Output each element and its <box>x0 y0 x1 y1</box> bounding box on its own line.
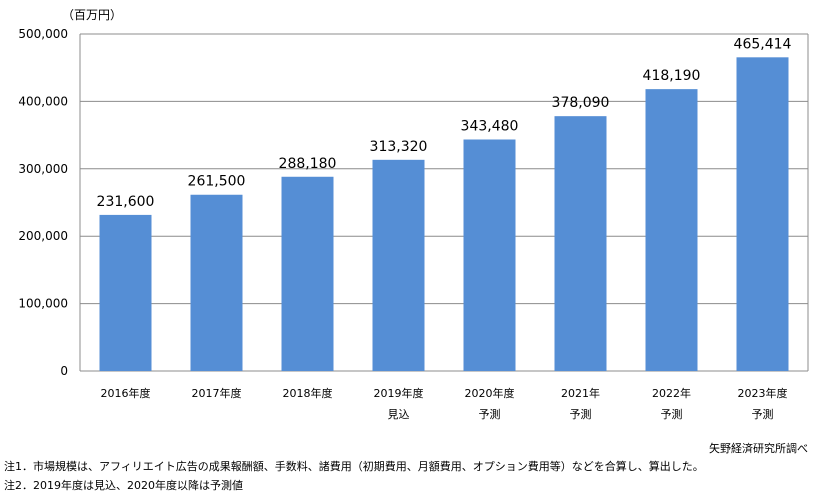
x-tick-label: 2019年度 <box>374 386 424 400</box>
footnote-1: 注1．市場規模は、アフィリエイト広告の成果報酬額、手数料、諸費用（初期費用、月額… <box>4 460 704 473</box>
data-label: 465,414 <box>734 36 792 52</box>
x-tick-label: 2021年 <box>561 386 600 400</box>
footnote-2: 注2．2019年度は見込、2020年度以降は予測値 <box>4 479 243 492</box>
bar <box>372 159 425 371</box>
x-tick-sublabel: 見込 <box>388 408 410 421</box>
x-tick-label: 2017年度 <box>192 386 242 400</box>
y-tick-label: 500,000 <box>18 27 68 41</box>
y-tick-label: 0 <box>60 364 68 378</box>
x-tick-label: 2016年度 <box>101 386 151 400</box>
data-label: 418,190 <box>643 68 701 84</box>
x-tick-label: 2020年度 <box>465 386 515 400</box>
x-tick-sublabel: 予測 <box>479 407 501 421</box>
bar <box>99 214 152 371</box>
y-tick-label: 200,000 <box>18 229 68 243</box>
x-tick-label: 2018年度 <box>283 386 333 400</box>
data-label: 343,480 <box>461 118 519 134</box>
x-tick-label: 2023年度 <box>738 386 788 400</box>
bar-chart: 0 100,000 200,000 300,000 400,000 500,000 231,… <box>18 27 809 421</box>
data-label: 261,500 <box>188 174 246 190</box>
bar <box>281 176 334 371</box>
bar <box>190 194 243 371</box>
data-label: 231,600 <box>97 194 155 210</box>
data-label: 378,090 <box>552 95 610 111</box>
data-label: 313,320 <box>370 139 428 155</box>
x-tick-sublabel: 予測 <box>752 407 774 421</box>
data-label: 288,180 <box>279 156 337 172</box>
source-credit: 矢野経済研究所調べ <box>709 442 808 455</box>
bar <box>554 116 607 371</box>
bar <box>736 57 789 371</box>
y-axis-unit-label: （百万円） <box>62 8 123 22</box>
y-tick-label: 100,000 <box>18 297 68 311</box>
bar <box>463 139 516 371</box>
x-tick-sublabel: 予測 <box>570 407 592 421</box>
x-tick-label: 2022年 <box>652 386 691 400</box>
x-tick-sublabel: 予測 <box>661 407 683 421</box>
bar <box>645 89 698 371</box>
y-tick-label: 400,000 <box>18 94 68 108</box>
y-tick-label: 300,000 <box>18 162 68 176</box>
